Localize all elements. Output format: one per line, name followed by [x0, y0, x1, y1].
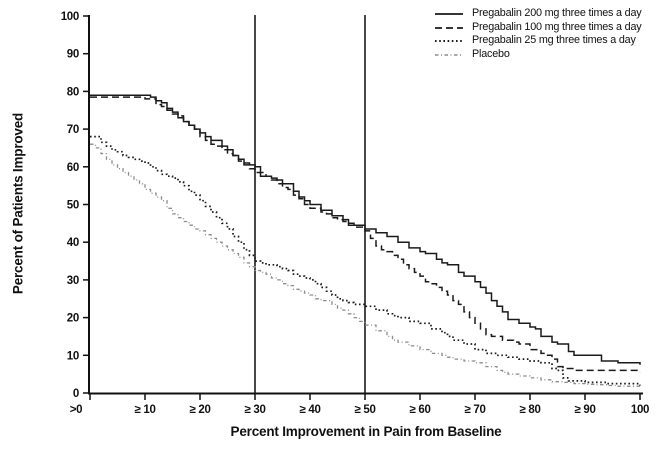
dotted-line-sample-icon — [435, 40, 463, 43]
x-tick-label: 100 — [631, 404, 649, 416]
x-tick-label: ≥ 10 — [134, 404, 155, 416]
y-tick-label: 90 — [67, 49, 79, 61]
series-dashed-curve — [90, 96, 641, 373]
legend-label: Pregabalin 25 mg three times a day — [472, 34, 636, 46]
legend-item: Placebo — [433, 48, 641, 62]
legend-item: Pregabalin 100 mg three times a day — [433, 20, 642, 35]
legend-label: Pregabalin 200 mg three times a day — [472, 7, 642, 19]
y-tick-label: 50 — [67, 200, 79, 212]
x-tick-label: ≥ 20 — [189, 404, 210, 416]
y-tick-label: 60 — [67, 162, 79, 174]
legend-label: Placebo — [472, 47, 510, 60]
chart-legend: Pregabalin 200 mg three times a day Preg… — [433, 7, 642, 62]
y-tick-label: 100 — [61, 11, 79, 23]
x-tick-label: ≥ 50 — [354, 404, 375, 416]
x-axis-title: Percent Improvement in Pain from Baselin… — [230, 424, 502, 439]
x-tick-label: ≥ 40 — [299, 404, 320, 416]
x-tick-label: ≥ 30 — [244, 404, 265, 416]
y-tick-label: 0 — [73, 388, 79, 400]
dashed-line-sample-icon — [435, 26, 463, 29]
solid-line-sample-icon — [435, 13, 463, 16]
legend-item: Pregabalin 200 mg three times a day — [433, 7, 642, 21]
x-tick-label: ≥ 70 — [464, 404, 485, 416]
x-tick-label: ≥ 60 — [409, 404, 430, 416]
x-tick-label: >0 — [70, 404, 83, 416]
y-tick-label: 30 — [67, 275, 79, 287]
series-dotted-curve — [90, 135, 641, 386]
y-tick-label: 70 — [67, 124, 79, 136]
y-tick-label: 40 — [67, 237, 79, 249]
y-tick-label: 10 — [67, 350, 79, 362]
dashdot-line-sample-icon — [435, 53, 463, 56]
legend-label: Pregabalin 100 mg three times a day — [472, 20, 642, 33]
x-tick-label: ≥ 80 — [519, 404, 540, 416]
series-dashdot-curve — [90, 143, 641, 388]
x-tick-label: ≥ 90 — [574, 404, 595, 416]
y-axis-title: Percent of Patients Improved — [10, 112, 26, 295]
y-tick-label: 80 — [67, 86, 79, 98]
y-tick-label: 20 — [67, 313, 79, 325]
legend-item: Pregabalin 25 mg three times a day — [433, 34, 641, 48]
